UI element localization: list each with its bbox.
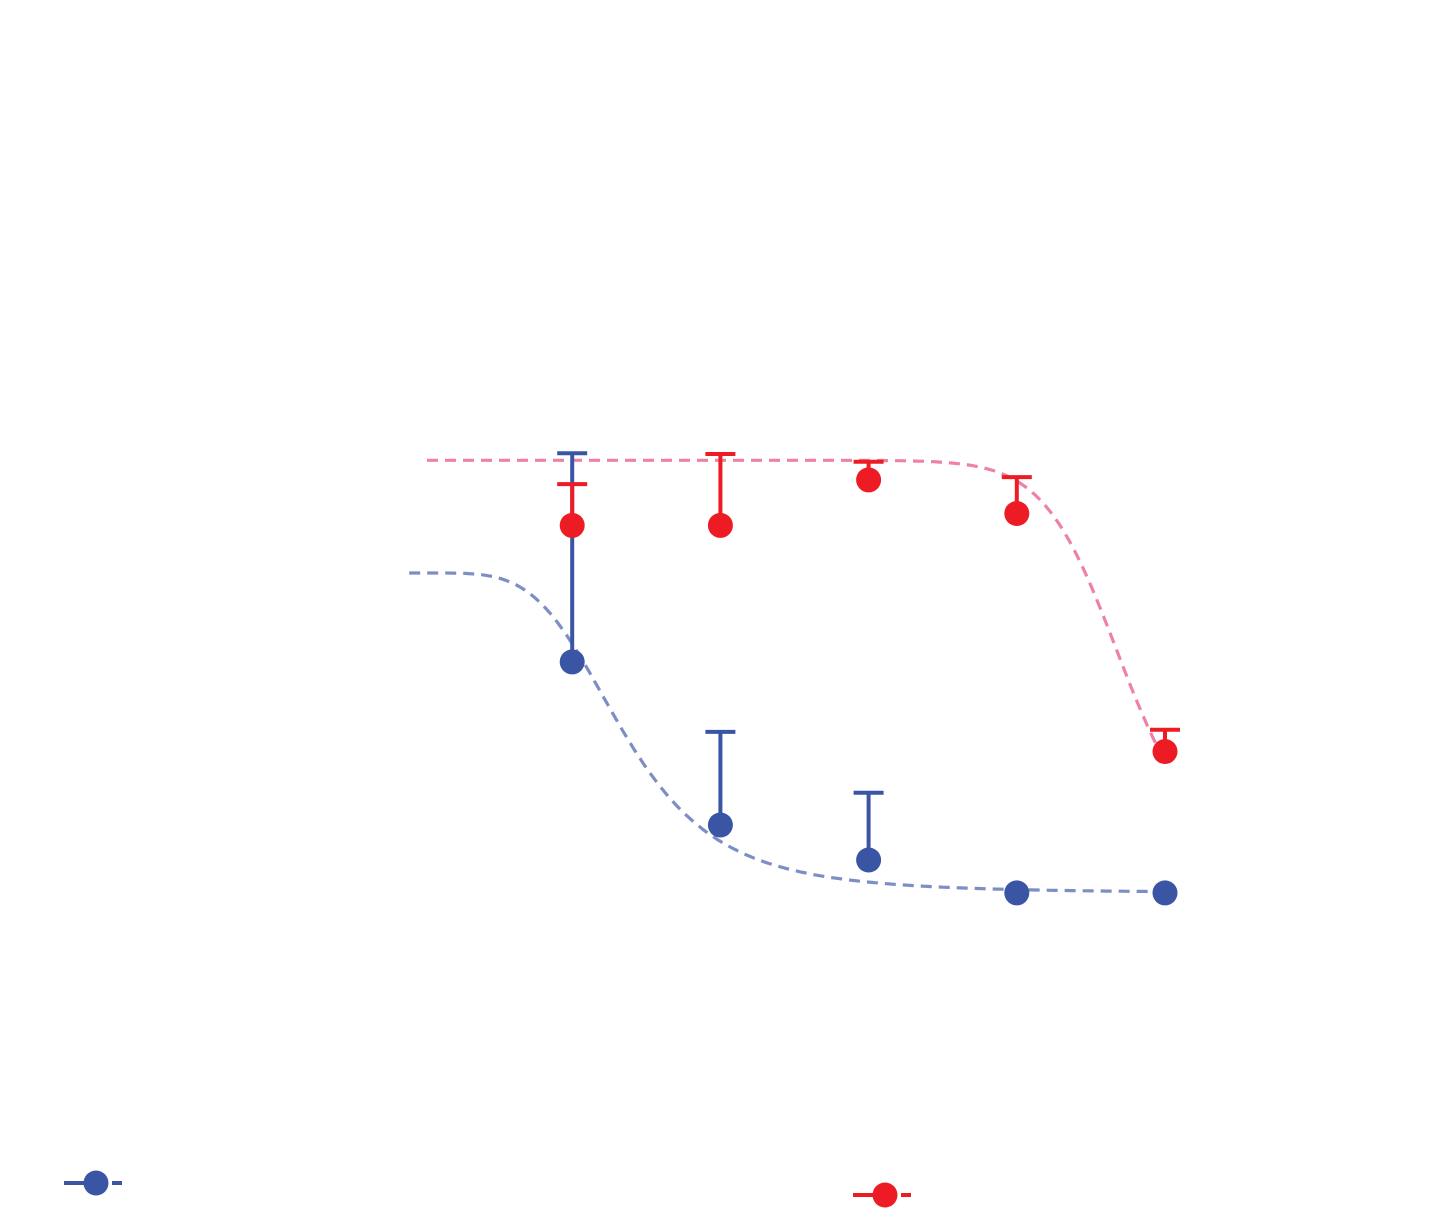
data-point-series-1-point-4 <box>1004 880 1030 906</box>
data-point-series-1-point-5 <box>1152 880 1178 906</box>
legend <box>64 1170 917 1208</box>
data-point-series-2-point-5 <box>1152 739 1178 764</box>
data-point-series-2-point-1 <box>559 512 585 538</box>
data-point-series-2-point-2 <box>707 512 733 538</box>
fit-curves <box>409 458 1167 894</box>
data-point-series-2-point-4 <box>1004 501 1030 526</box>
data-point-series-2-point-3 <box>856 467 882 493</box>
data-point-series-1-point-3 <box>856 847 882 873</box>
data-point-series-1-point-1 <box>559 649 585 675</box>
fit-curve-series-1 <box>409 571 1165 894</box>
legend-marker-series-1 <box>83 1170 109 1196</box>
error-bars <box>557 451 1180 860</box>
data-points <box>559 467 1178 906</box>
legend-marker-series-2 <box>872 1182 898 1208</box>
fit-curve-series-2 <box>427 458 1167 762</box>
data-point-series-1-point-2 <box>707 812 733 838</box>
